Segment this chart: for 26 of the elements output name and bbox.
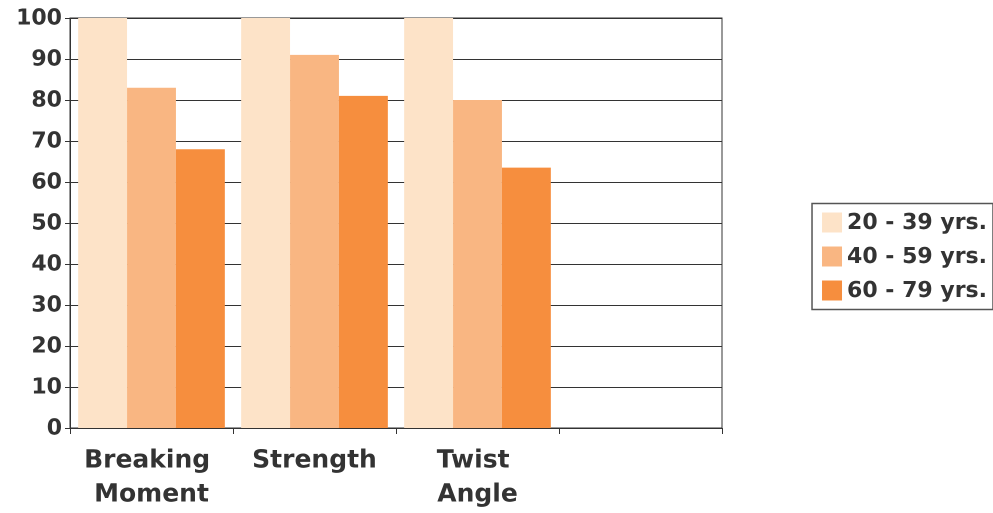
- bar: [404, 18, 454, 428]
- bar: [338, 96, 388, 428]
- y-tick-label: 30: [31, 292, 62, 318]
- y-tick-label: 100: [16, 6, 62, 30]
- x-tick-label: Strength: [252, 444, 377, 474]
- x-tick-label: Breaking Moment: [84, 444, 219, 508]
- y-tick-label: 80: [31, 88, 62, 112]
- y-tick-label: 90: [31, 46, 62, 72]
- y-tick-label: 50: [31, 210, 62, 236]
- y-tick-label: 20: [31, 334, 62, 358]
- y-tick-label: 60: [31, 170, 62, 194]
- bar: [290, 54, 339, 428]
- bar: [176, 149, 225, 428]
- bar: [127, 88, 176, 428]
- bar: [241, 18, 290, 428]
- y-tick-label: 10: [31, 374, 62, 400]
- legend-label: 60 - 79 yrs.: [847, 278, 988, 303]
- y-tick-label: 0: [46, 416, 62, 440]
- x-tick-label: Twist Angle: [436, 444, 518, 508]
- y-tick-label: 70: [31, 128, 62, 154]
- bar: [453, 100, 502, 428]
- legend-label: 40 - 59 yrs.: [847, 244, 988, 269]
- y-tick-label: 40: [31, 252, 62, 276]
- bar: [502, 168, 551, 428]
- bar: [78, 18, 128, 428]
- legend-label: 20 - 39 yrs.: [847, 210, 988, 235]
